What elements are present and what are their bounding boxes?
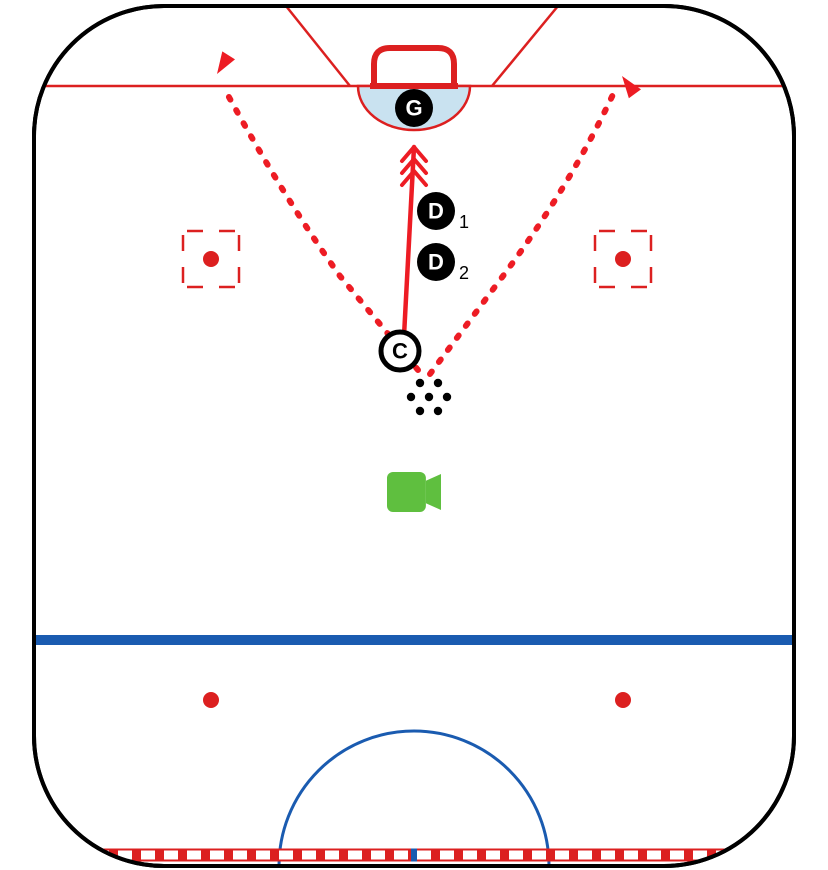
player-G: G bbox=[395, 89, 433, 127]
puck-dot bbox=[434, 379, 442, 387]
puck-dot bbox=[443, 393, 451, 401]
player-label: C bbox=[392, 339, 408, 364]
puck-dot bbox=[416, 407, 424, 415]
player-sublabel: 1 bbox=[459, 212, 469, 232]
player-label: D bbox=[428, 199, 444, 224]
puck-dot bbox=[425, 393, 433, 401]
camera-icon bbox=[387, 472, 441, 512]
neutral-dot-right bbox=[615, 692, 631, 708]
puck-dot bbox=[416, 379, 424, 387]
player-label: G bbox=[405, 96, 422, 121]
rink-svg: GD1D2C bbox=[0, 0, 828, 870]
neutral-dot-left bbox=[203, 692, 219, 708]
player-C: C bbox=[381, 332, 419, 370]
puck-dot bbox=[434, 407, 442, 415]
player-sublabel: 2 bbox=[459, 263, 469, 283]
puck-dot bbox=[407, 393, 415, 401]
hockey-drill-diagram: GD1D2C bbox=[0, 0, 828, 870]
player-label: D bbox=[428, 250, 444, 275]
rink-boards bbox=[34, 6, 794, 866]
